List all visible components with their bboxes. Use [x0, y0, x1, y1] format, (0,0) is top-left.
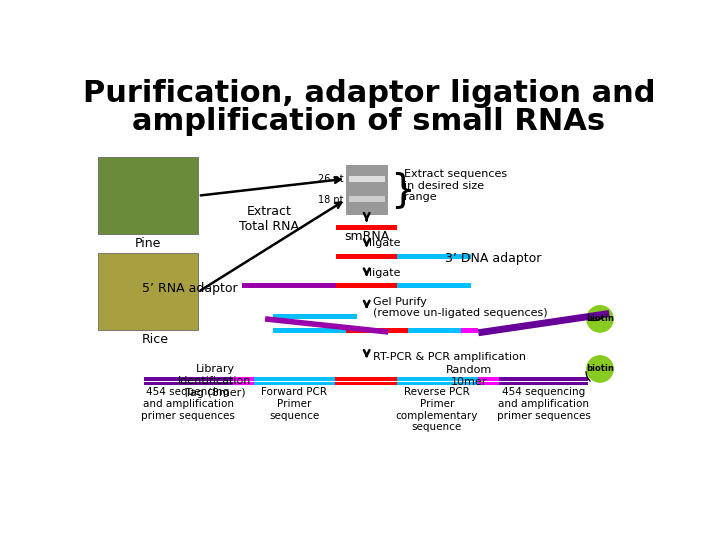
Text: Extract
Total RNA: Extract Total RNA	[239, 205, 299, 233]
Text: }: }	[390, 171, 415, 208]
Text: smRNA: smRNA	[344, 231, 390, 244]
Bar	[98, 253, 198, 330]
Text: biotin: biotin	[586, 314, 614, 323]
Text: 🌲: 🌲	[135, 175, 161, 217]
Bar	[254, 377, 335, 381]
Circle shape	[586, 305, 614, 333]
Bar	[336, 284, 397, 288]
Text: 454 sequencing
and amplification
primer sequences: 454 sequencing and amplification primer …	[141, 387, 235, 421]
Bar	[144, 382, 233, 385]
Bar	[273, 328, 346, 333]
Text: Library
Identification
Tag (8mer): Library Identification Tag (8mer)	[179, 364, 252, 397]
Text: 454 sequencing
and amplification
primer sequences: 454 sequencing and amplification primer …	[497, 387, 590, 421]
Bar	[346, 328, 408, 333]
Text: biotin: biotin	[586, 364, 614, 374]
Bar	[233, 382, 254, 385]
Bar	[397, 382, 477, 385]
Text: ligate: ligate	[369, 268, 400, 278]
Bar	[346, 165, 388, 215]
Text: 26 nt: 26 nt	[318, 174, 343, 184]
Bar	[349, 177, 385, 182]
Bar	[397, 377, 477, 381]
Bar	[499, 382, 588, 385]
Text: Rice: Rice	[143, 333, 169, 346]
Text: Purification, adaptor ligation and: Purification, adaptor ligation and	[83, 79, 655, 107]
Text: Extract sequences
in desired size
range: Extract sequences in desired size range	[404, 169, 507, 202]
Bar	[335, 377, 397, 381]
Text: 5’ RNA adaptor: 5’ RNA adaptor	[143, 281, 238, 295]
Text: 3’ DNA adaptor: 3’ DNA adaptor	[445, 252, 541, 265]
Bar	[477, 382, 499, 385]
Bar	[98, 157, 198, 234]
Bar	[335, 382, 397, 385]
Bar	[397, 284, 471, 288]
Bar	[477, 377, 499, 381]
Bar	[144, 377, 233, 381]
Text: RT-PCR & PCR amplification: RT-PCR & PCR amplification	[373, 352, 526, 362]
Text: Gel Purify
(remove un-ligated sequences): Gel Purify (remove un-ligated sequences)	[373, 296, 547, 318]
Bar	[336, 254, 397, 259]
Bar	[242, 284, 336, 288]
Text: amplification of small RNAs: amplification of small RNAs	[132, 107, 606, 136]
Text: ligate: ligate	[369, 239, 400, 248]
Bar	[233, 377, 254, 381]
Bar	[254, 382, 335, 385]
Bar	[336, 225, 397, 229]
Bar	[462, 328, 478, 333]
Bar	[499, 377, 588, 381]
Bar	[397, 254, 471, 259]
Text: Random
10mer: Random 10mer	[446, 365, 492, 387]
Bar	[408, 328, 462, 333]
Circle shape	[586, 355, 614, 383]
Bar	[273, 314, 357, 319]
Text: Pine: Pine	[135, 237, 161, 249]
Text: Forward PCR
Primer
sequence: Forward PCR Primer sequence	[261, 387, 328, 421]
Text: Reverse PCR
Primer
complementary
sequence: Reverse PCR Primer complementary sequenc…	[395, 387, 478, 432]
Text: 18 nt: 18 nt	[318, 194, 343, 205]
Bar	[349, 197, 385, 202]
